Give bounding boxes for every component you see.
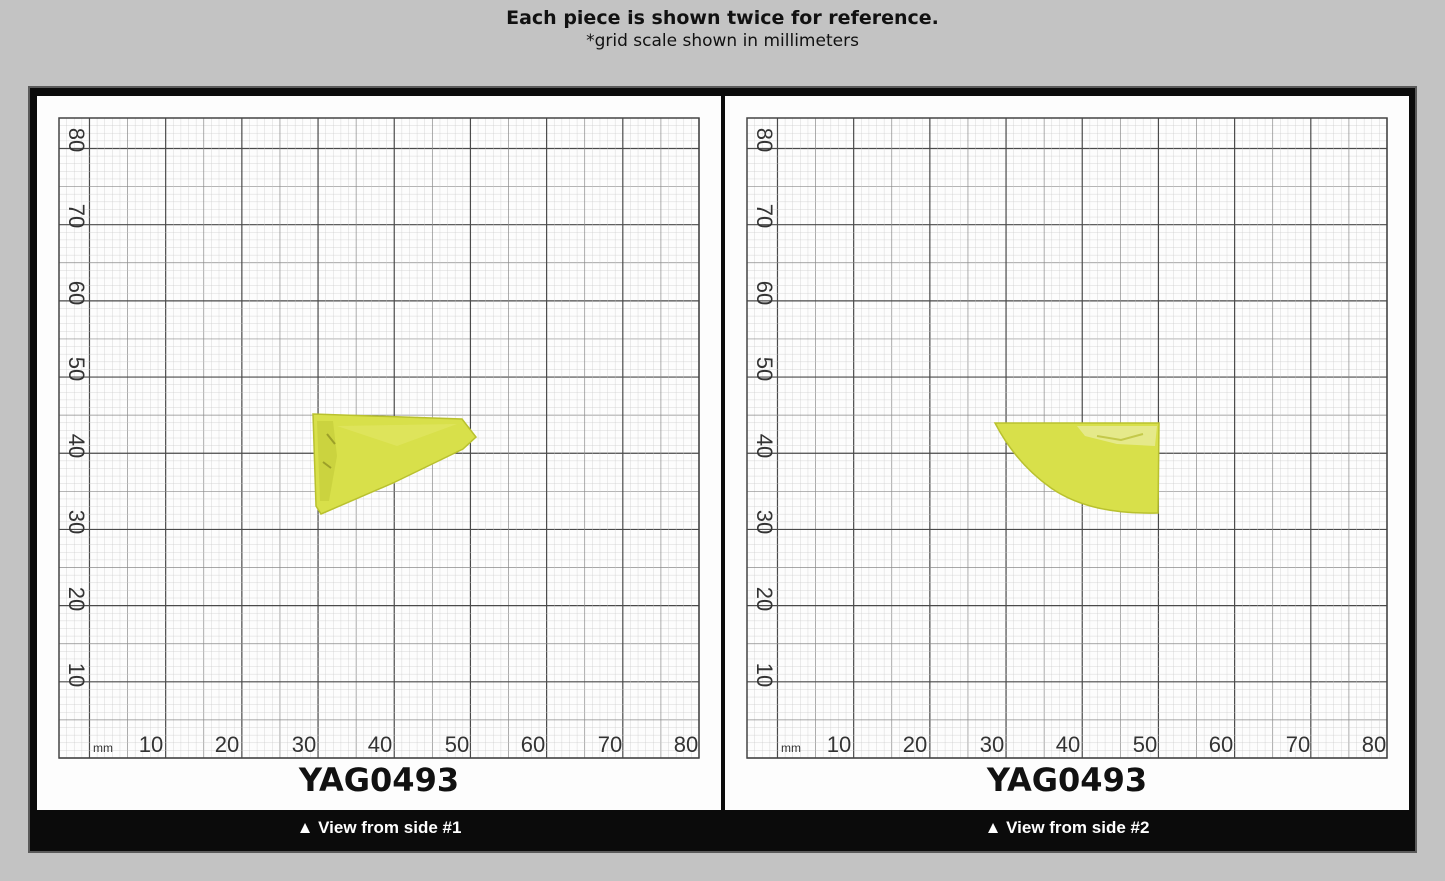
y-tick-60: 60 (752, 281, 777, 305)
unit-label: mm (93, 741, 113, 755)
x-axis-ticks: 10 20 30 40 50 60 70 80 (139, 732, 698, 757)
y-tick-50: 50 (64, 357, 89, 381)
y-tick-70: 70 (64, 204, 89, 228)
y-tick-10: 10 (64, 663, 89, 687)
y-tick-20: 20 (64, 587, 89, 611)
x-tick-70: 70 (1286, 732, 1310, 757)
x-tick-40: 40 (368, 732, 392, 757)
y-tick-70: 70 (752, 204, 777, 228)
y-tick-10: 10 (752, 663, 777, 687)
x-tick-60: 60 (521, 732, 545, 757)
page-title: Each piece is shown twice for reference. (506, 7, 939, 29)
x-tick-20: 20 (903, 732, 927, 757)
x-tick-80: 80 (674, 732, 698, 757)
grid-border (58, 117, 700, 759)
y-tick-40: 40 (64, 434, 89, 458)
x-tick-10: 10 (827, 732, 851, 757)
specimen-id-label: YAG0493 (986, 761, 1148, 799)
x-tick-50: 50 (1133, 732, 1157, 757)
caption-side-1: ▲ View from side #1 (296, 818, 462, 837)
y-tick-50: 50 (752, 357, 777, 381)
y-tick-40: 40 (752, 434, 777, 458)
x-tick-60: 60 (1209, 732, 1233, 757)
unit-label: mm (781, 741, 801, 755)
grid-border (746, 117, 1388, 759)
grid-paper-side-1: mm 10 20 30 40 50 60 70 80 80 70 60 50 4… (58, 117, 700, 759)
photo-frame: mm 10 20 30 40 50 60 70 80 80 70 60 50 4… (28, 86, 1417, 853)
view-panel-side-1: mm 10 20 30 40 50 60 70 80 80 70 60 50 4… (37, 96, 721, 810)
y-tick-80: 80 (64, 128, 89, 152)
y-tick-30: 30 (752, 510, 777, 534)
y-tick-80: 80 (752, 128, 777, 152)
caption-side-2: ▲ View from side #2 (984, 818, 1150, 837)
x-tick-20: 20 (215, 732, 239, 757)
x-tick-50: 50 (445, 732, 469, 757)
y-tick-60: 60 (64, 281, 89, 305)
y-tick-20: 20 (752, 587, 777, 611)
specimen-id-label: YAG0493 (298, 761, 460, 799)
x-tick-10: 10 (139, 732, 163, 757)
crystal-piece-side-1 (312, 413, 478, 515)
x-tick-40: 40 (1056, 732, 1080, 757)
x-axis-ticks: 10 20 30 40 50 60 70 80 (827, 732, 1386, 757)
page-subtitle: *grid scale shown in millimeters (586, 31, 859, 51)
grid-paper-side-2: mm 10 20 30 40 50 60 70 80 80 70 60 50 4… (746, 117, 1388, 759)
y-tick-30: 30 (64, 510, 89, 534)
view-panel-side-2: mm 10 20 30 40 50 60 70 80 80 70 60 50 4… (725, 96, 1409, 810)
y-axis-ticks: 80 70 60 50 40 30 20 10 (752, 128, 777, 687)
header: Each piece is shown twice for reference.… (0, 6, 1445, 52)
x-tick-70: 70 (598, 732, 622, 757)
x-tick-30: 30 (292, 732, 316, 757)
crystal-piece-side-2 (993, 422, 1160, 514)
y-axis-ticks: 80 70 60 50 40 30 20 10 (64, 128, 89, 687)
x-tick-80: 80 (1362, 732, 1386, 757)
x-tick-30: 30 (980, 732, 1004, 757)
